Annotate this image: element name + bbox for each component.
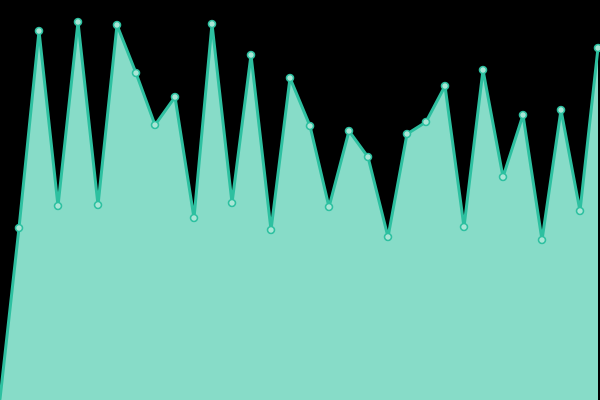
data-point-marker [246, 50, 256, 60]
data-point-marker [14, 223, 24, 233]
data-point-marker [421, 117, 431, 127]
data-point-marker [170, 92, 180, 102]
data-point-marker [575, 206, 585, 216]
data-point-marker [324, 202, 334, 212]
data-point-marker [189, 213, 199, 223]
data-point-marker [593, 43, 600, 53]
area-line-path [0, 20, 600, 400]
data-point-marker [93, 200, 103, 210]
data-point-marker [344, 126, 354, 136]
data-point-marker [478, 65, 488, 75]
data-point-marker [285, 73, 295, 83]
data-point-marker [459, 222, 469, 232]
data-point-marker [537, 235, 547, 245]
data-point-marker [112, 20, 122, 30]
area-fill-path [0, 22, 598, 400]
data-point-marker [207, 19, 217, 29]
data-point-marker [383, 232, 393, 242]
data-point-marker [131, 68, 141, 78]
data-point-marker [402, 129, 412, 139]
data-point-marker [227, 198, 237, 208]
data-point-marker [556, 105, 566, 115]
data-point-marker [53, 201, 63, 211]
data-point-marker [498, 172, 508, 182]
data-point-marker [440, 81, 450, 91]
data-point-marker [518, 110, 528, 120]
data-point-marker [73, 17, 83, 27]
area-series-group [0, 17, 600, 400]
data-point-marker [34, 26, 44, 36]
data-point-marker [266, 225, 276, 235]
data-point-markers [14, 17, 600, 245]
data-point-marker [363, 152, 373, 162]
data-point-marker [150, 120, 160, 130]
data-point-marker [305, 121, 315, 131]
